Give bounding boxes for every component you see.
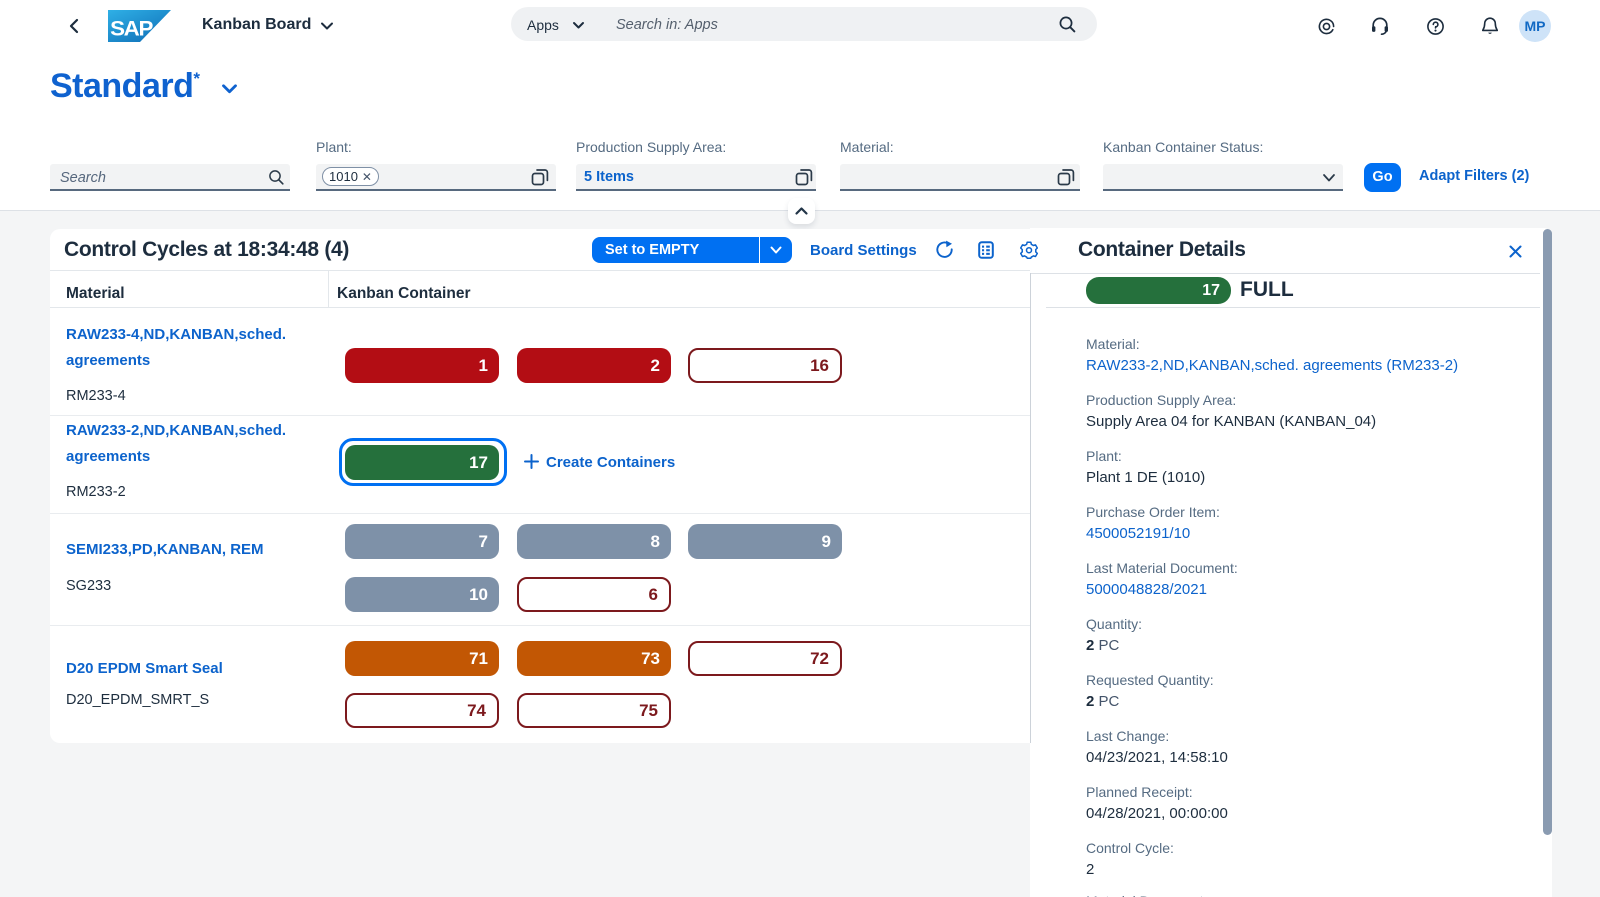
svg-text:SAP: SAP: [110, 16, 153, 41]
